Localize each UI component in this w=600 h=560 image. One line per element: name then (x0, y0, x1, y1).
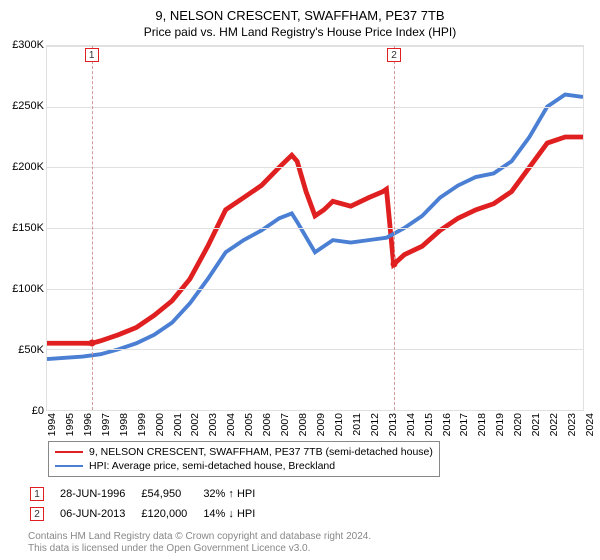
x-tick: 2004 (225, 413, 237, 436)
event-date: 06-JUN-2013 (60, 505, 139, 523)
x-tick: 2006 (261, 413, 273, 436)
legend-label: HPI: Average price, semi-detached house,… (89, 459, 335, 473)
x-axis: 1994 1995 1996 1997 1998 1999 2000 2001 2002 2003… (46, 411, 584, 435)
x-tick: 2016 (441, 413, 453, 436)
x-tick: 2019 (494, 413, 506, 436)
chart-title: 9, NELSON CRESCENT, SWAFFHAM, PE37 7TB (8, 8, 592, 23)
series-hpi (47, 95, 583, 360)
x-tick: 1996 (82, 413, 94, 436)
event-box: 2 (387, 48, 401, 62)
x-tick: 1998 (118, 413, 130, 436)
y-tick: £150K (12, 222, 44, 234)
x-tick: 2009 (315, 413, 327, 436)
y-tick: £50K (18, 344, 44, 356)
copyright: Contains HM Land Registry data © Crown c… (28, 531, 592, 555)
event-line (92, 46, 93, 410)
event-delta: 14% ↓ HPI (203, 505, 269, 523)
legend-item-prop: 9, NELSON CRESCENT, SWAFFHAM, PE37 7TB (… (55, 445, 433, 459)
x-tick: 2008 (297, 413, 309, 436)
plot-area: 12 (46, 45, 584, 411)
event-box: 1 (85, 48, 99, 62)
legend-item-hpi: HPI: Average price, semi-detached house,… (55, 459, 433, 473)
table-row: 1 28-JUN-1996 £54,950 32% ↑ HPI (30, 485, 269, 503)
x-tick: 2015 (423, 413, 435, 436)
event-date: 28-JUN-1996 (60, 485, 139, 503)
price-chart: £0£50K£100K£150K£200K£250K£300K 12 19941… (8, 45, 592, 435)
x-tick: 2020 (512, 413, 524, 436)
legend: 9, NELSON CRESCENT, SWAFFHAM, PE37 7TB (… (48, 441, 440, 477)
x-tick: 2005 (243, 413, 255, 436)
x-tick: 2024 (584, 413, 596, 436)
event-marker-2: 2 (30, 507, 44, 521)
table-row: 2 06-JUN-2013 £120,000 14% ↓ HPI (30, 505, 269, 523)
y-tick: £250K (12, 100, 44, 112)
x-tick: 2001 (172, 413, 184, 436)
legend-swatch (55, 465, 83, 467)
x-tick: 2022 (548, 413, 560, 436)
x-tick: 1995 (64, 413, 76, 436)
event-price: £54,950 (141, 485, 201, 503)
x-tick: 1994 (46, 413, 58, 436)
events-table: 1 28-JUN-1996 £54,950 32% ↑ HPI 2 06-JUN… (28, 483, 271, 525)
x-tick: 1997 (100, 413, 112, 436)
x-tick: 2013 (387, 413, 399, 436)
x-tick: 2017 (458, 413, 470, 436)
x-tick: 1999 (136, 413, 148, 436)
x-tick: 2010 (333, 413, 345, 436)
y-tick: £0 (32, 405, 44, 417)
sale-marker (390, 261, 397, 268)
legend-swatch (55, 451, 83, 453)
chart-subtitle: Price paid vs. HM Land Registry's House … (8, 25, 592, 39)
y-tick: £200K (12, 161, 44, 173)
x-tick: 2007 (279, 413, 291, 436)
x-tick: 2000 (154, 413, 166, 436)
event-delta: 32% ↑ HPI (203, 485, 269, 503)
sale-marker (88, 340, 95, 347)
x-tick: 2003 (207, 413, 219, 436)
x-tick: 2014 (405, 413, 417, 436)
event-price: £120,000 (141, 505, 201, 523)
y-tick: £100K (12, 283, 44, 295)
event-marker-1: 1 (30, 487, 44, 501)
x-tick: 2018 (476, 413, 488, 436)
legend-label: 9, NELSON CRESCENT, SWAFFHAM, PE37 7TB (… (89, 445, 433, 459)
event-line (394, 46, 395, 410)
x-tick: 2021 (530, 413, 542, 436)
x-tick: 2023 (566, 413, 578, 436)
y-tick: £300K (12, 39, 44, 51)
y-axis: £0£50K£100K£150K£200K£250K£300K (8, 45, 46, 411)
x-tick: 2002 (189, 413, 201, 436)
x-tick: 2011 (351, 413, 363, 436)
x-tick: 2012 (369, 413, 381, 436)
